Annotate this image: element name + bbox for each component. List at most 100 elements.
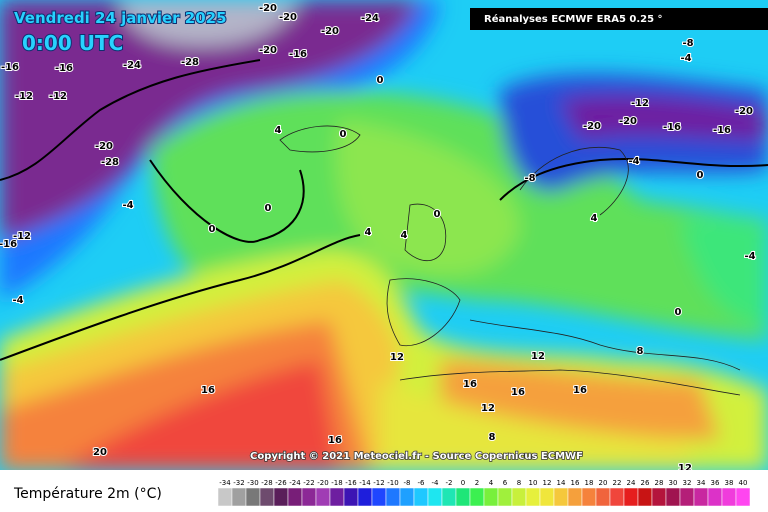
contour-label: -12 (15, 91, 33, 102)
colorbar-tick-label: 38 (725, 479, 734, 487)
contour-label: -20 (321, 26, 339, 37)
colorbar-tick-label: -12 (373, 479, 384, 487)
source-text: Réanalyses ECMWF ERA5 0.25 ° (484, 13, 663, 25)
colorbar: -34 -32 -30 -28 -26 -24 -22 -20 -18 -16 -14 -12 -10-… (217, 479, 751, 507)
contour-label: 12 (531, 351, 545, 362)
contour-label: 16 (573, 385, 587, 396)
contour-label: 16 (328, 435, 342, 446)
map-date: Vendredi 24 janvier 2025 (14, 9, 227, 27)
contour-label: 0 (377, 75, 384, 86)
colorbar-swatch (553, 487, 569, 507)
colorbar-swatch (721, 487, 737, 507)
contour-label: -8 (524, 173, 535, 184)
contour-label: -8 (682, 38, 693, 49)
colorbar-tick-label: 34 (697, 479, 706, 487)
copyright: Copyright © 2021 Meteociel.fr - Source C… (250, 451, 583, 462)
contour-label: -20 (619, 116, 637, 127)
colorbar-tick-label: 14 (557, 479, 566, 487)
colorbar-swatch (427, 487, 443, 507)
contour-label: 8 (489, 432, 496, 443)
colorbar-swatch (707, 487, 723, 507)
colorbar-swatch (357, 487, 373, 507)
contour-label: -16 (55, 63, 73, 74)
colorbar-tick-label: 2 (475, 479, 479, 487)
contour-label: -4 (628, 156, 639, 167)
contour-label: -28 (181, 57, 199, 68)
colorbar-swatch (343, 487, 359, 507)
colorbar-tick-label: -26 (275, 479, 287, 487)
colorbar-tick-label: -22 (303, 479, 314, 487)
colorbar-swatch (315, 487, 331, 507)
colorbar-tick-label: 16 (571, 479, 580, 487)
colorbar-swatch (441, 487, 457, 507)
colorbar-tick-label: 40 (739, 479, 748, 487)
contour-label: 4 (591, 213, 598, 224)
colorbar-tick-label: -2 (446, 479, 453, 487)
colorbar-tick-label: 18 (585, 479, 594, 487)
colorbar-swatch (693, 487, 709, 507)
contour-label: -20 (583, 121, 601, 132)
contour-label: 0 (265, 203, 272, 214)
colorbar-swatch (567, 487, 583, 507)
contour-label: -12 (49, 91, 67, 102)
colorbar-swatch (245, 487, 261, 507)
colorbar-tick-label: -24 (289, 479, 301, 487)
colorbar-tick-label: 12 (543, 479, 552, 487)
colorbar-tick-label: 8 (517, 479, 521, 487)
contour-label: -20 (735, 106, 753, 117)
colorbar-tick-label: -18 (331, 479, 342, 487)
colorbar-tick-label: 6 (503, 479, 508, 487)
contour-label: -24 (123, 60, 141, 71)
colorbar-swatch (525, 487, 541, 507)
contour-label: 8 (637, 346, 644, 357)
colorbar-tick-label: 20 (599, 479, 608, 487)
contour-label: -20 (95, 141, 113, 152)
colorbar-tick-label: -6 (418, 479, 426, 487)
colorbar-swatch (413, 487, 429, 507)
colorbar-swatch (581, 487, 597, 507)
colorbar-swatch (371, 487, 387, 507)
colorbar-swatch (259, 487, 275, 507)
colorbar-swatch (231, 487, 247, 507)
contour-label: -16 (713, 125, 731, 136)
colorbar-swatch (273, 487, 289, 507)
contour-label: -16 (0, 239, 17, 250)
map-time: 0:00 UTC (22, 31, 123, 55)
colorbar-swatch (217, 487, 233, 507)
contour-label: 12 (481, 403, 495, 414)
temperature-field: -20-20-20-24-16-20-28-24-16 -16-12 -12-20-… (0, 0, 768, 474)
colorbar-tick-label: 4 (489, 479, 494, 487)
colorbar-tick-label: 0 (461, 479, 465, 487)
colorbar-tick-label: -30 (247, 479, 258, 487)
coastlines (279, 125, 741, 396)
colorbar-tick-label: 26 (641, 479, 650, 487)
source-box (470, 8, 768, 30)
colorbar-swatch (679, 487, 695, 507)
colorbar-swatch (469, 487, 485, 507)
contour-label: 4 (275, 125, 282, 136)
colorbar-tick-label: -4 (432, 479, 440, 487)
contour-label: -16 (1, 62, 19, 73)
colorbar-tick-label: -32 (233, 479, 244, 487)
isotherm-zero (0, 59, 768, 361)
contour-label: -12 (631, 98, 649, 109)
colorbar-swatch (483, 487, 499, 507)
colorbar-swatch (497, 487, 513, 507)
colorbar-swatch (651, 487, 667, 507)
contour-label: 0 (675, 307, 682, 318)
colorbar-tick-label: -34 (219, 479, 231, 487)
contour-label: -4 (744, 251, 755, 262)
contour-label: -12 (13, 231, 31, 242)
colorbar-swatch (609, 487, 625, 507)
colorbar-tick-label: -16 (345, 479, 357, 487)
colorbar-swatch (623, 487, 639, 507)
colorbar-tick-label: 28 (655, 479, 664, 487)
colorbar-swatch (385, 487, 401, 507)
contour-label: 12 (390, 352, 404, 363)
contour-label: 4 (401, 230, 408, 241)
contour-label: 12 (678, 463, 692, 474)
contour-label: 0 (209, 224, 216, 235)
colorbar-tick-label: -8 (404, 479, 411, 487)
contour-labels: -20-20-20-24-16-20-28-24-16 -16-12 -12-20-… (0, 2, 757, 474)
contour-label: 16 (201, 385, 215, 396)
